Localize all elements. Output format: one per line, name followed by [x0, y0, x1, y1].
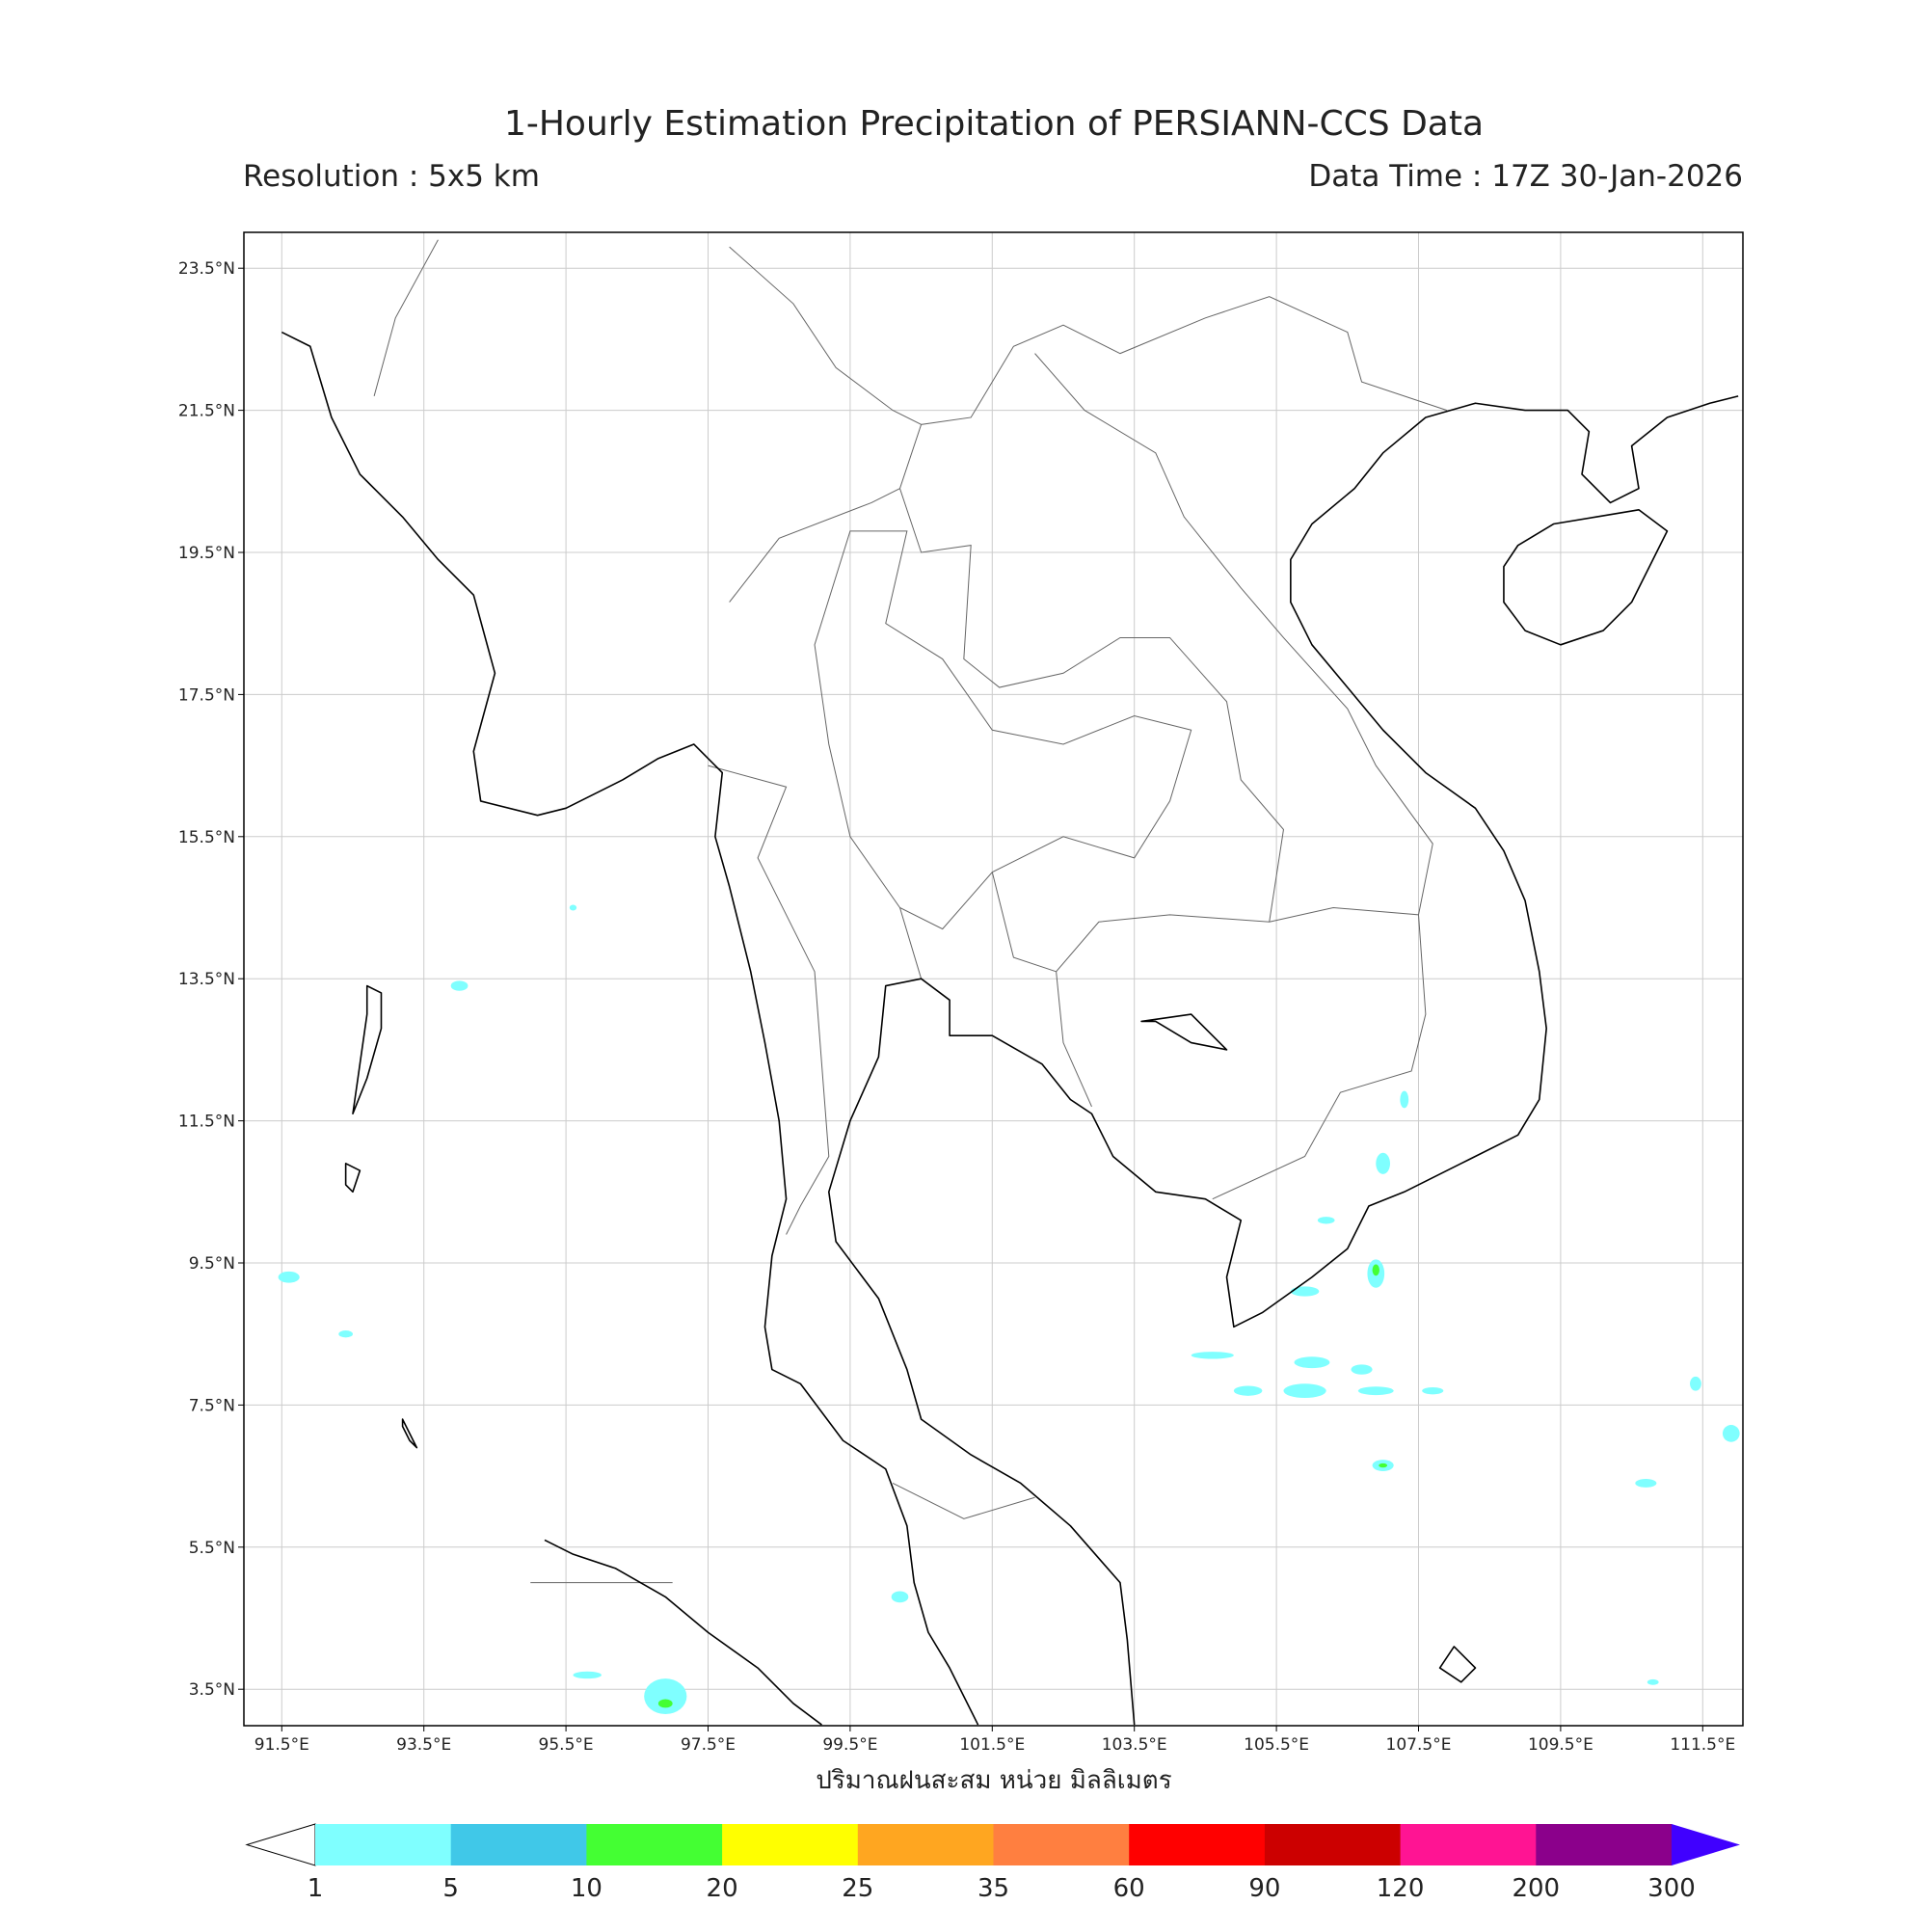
lat-label: 17.5°N	[178, 685, 235, 705]
map-layer	[279, 240, 1740, 1725]
colorbar-swatch	[586, 1824, 723, 1865]
lat-label: 23.5°N	[178, 259, 235, 279]
resolution: Resolution : 5x5 km	[243, 159, 540, 194]
lon-label: 111.5°E	[1670, 1735, 1735, 1755]
colorbar-label: 90	[1248, 1874, 1280, 1903]
colorbar-swatch	[315, 1824, 452, 1865]
colorbar-label: 35	[977, 1874, 1009, 1903]
colorbar-swatch	[722, 1824, 859, 1865]
lat-label: 15.5°N	[178, 828, 235, 847]
lon-label: 95.5°E	[539, 1735, 594, 1755]
colorbar-label: 300	[1647, 1874, 1696, 1903]
colorbar-swatch	[450, 1824, 587, 1865]
lon-label: 109.5°E	[1528, 1735, 1593, 1755]
title: 1-Hourly Estimation Precipitation of PER…	[504, 104, 1484, 144]
colorbar-swatch	[857, 1824, 994, 1865]
colorbar-swatch	[1536, 1824, 1673, 1865]
colorbar-label: 200	[1512, 1874, 1560, 1903]
colorbar-under	[245, 1823, 316, 1866]
colorbar-swatch	[1400, 1824, 1537, 1865]
lon-label: 103.5°E	[1102, 1735, 1167, 1755]
lon-label: 91.5°E	[254, 1735, 309, 1755]
rain-patches	[278, 904, 1740, 1714]
colorbar-swatch	[993, 1824, 1130, 1865]
grid: 23.5°N 21.5°N 19.5°N 17.5°N 15.5°N 13.5°N 11.5…	[178, 232, 1743, 1755]
lon-label: 97.5°E	[681, 1735, 736, 1755]
map-frame	[243, 231, 1744, 1727]
colorbar-label: 20	[707, 1874, 738, 1903]
lat-label: 7.5°N	[189, 1396, 235, 1415]
lon-label: 99.5°E	[822, 1735, 877, 1755]
lon-label: 93.5°E	[396, 1735, 451, 1755]
lat-label: 19.5°N	[178, 544, 235, 563]
x-label: ปริมาณฝนสะสม หน่วย มิลลิเมตร	[816, 1766, 1171, 1795]
colorbar: 1 5 10 20 25 35 60 90 120 200 300	[245, 1823, 1740, 1903]
lat-label: 21.5°N	[178, 402, 235, 421]
colorbar-swatch	[1264, 1824, 1402, 1865]
colorbar-label: 10	[571, 1874, 602, 1903]
lat-label: 13.5°N	[178, 970, 235, 989]
colorbar-swatch	[1129, 1824, 1266, 1865]
colorbar-over	[1672, 1824, 1740, 1865]
lat-label: 3.5°N	[189, 1680, 235, 1700]
colorbar-label: 1	[308, 1874, 324, 1903]
lon-label: 107.5°E	[1386, 1735, 1452, 1755]
lon-label: 105.5°E	[1244, 1735, 1309, 1755]
colorbar-label: 120	[1377, 1874, 1425, 1903]
colorbar-label: 5	[442, 1874, 459, 1903]
lon-label: 101.5°E	[959, 1735, 1025, 1755]
lat-label: 11.5°N	[178, 1113, 235, 1132]
data-time: Data Time : 17Z 30-Jan-2026	[1308, 159, 1743, 194]
lat-label: 5.5°N	[189, 1539, 235, 1558]
lat-label: 9.5°N	[189, 1254, 235, 1274]
colorbar-label: 60	[1113, 1874, 1145, 1903]
colorbar-label: 25	[842, 1874, 873, 1903]
